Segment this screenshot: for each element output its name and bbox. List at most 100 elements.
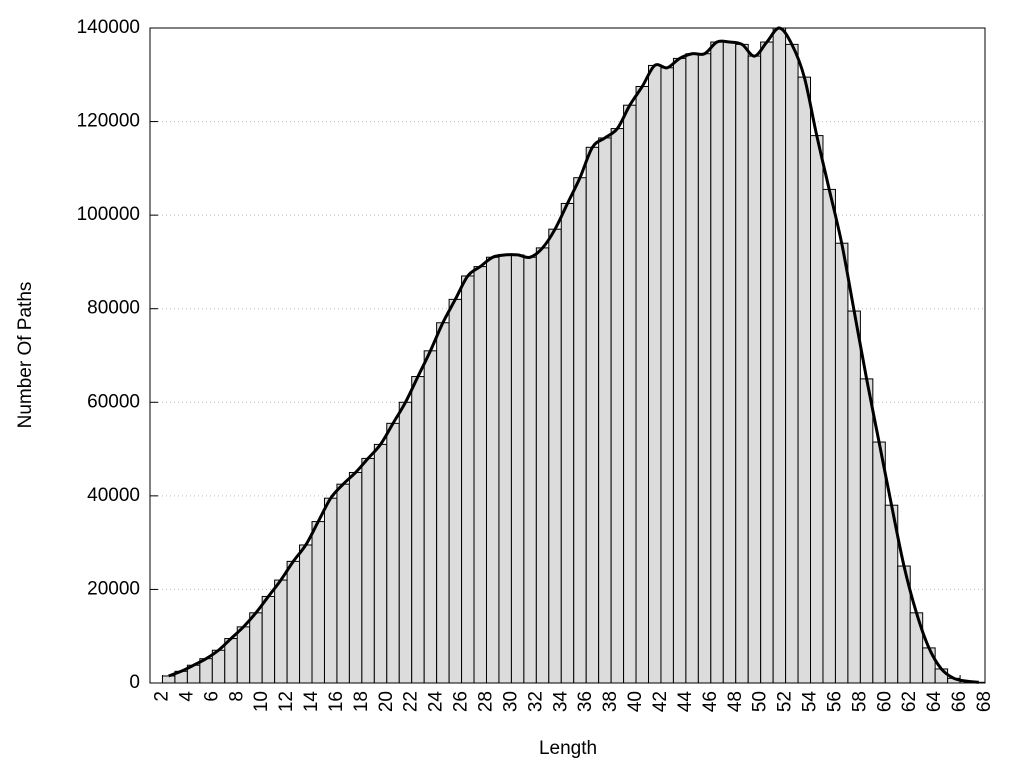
x-tick-label: 14 — [301, 691, 322, 713]
bar — [473, 266, 487, 684]
x-tick-label: 18 — [351, 691, 372, 712]
x-tick-label: 16 — [326, 691, 347, 712]
x-tick-label: 2 — [151, 691, 172, 702]
x-tick-label: 28 — [476, 691, 497, 712]
bar — [548, 228, 562, 684]
bar — [261, 595, 276, 684]
bar — [535, 247, 550, 684]
bar — [648, 64, 662, 684]
bar — [697, 53, 712, 684]
bar — [785, 43, 799, 684]
bar — [573, 177, 587, 684]
x-tick-label: 54 — [800, 691, 821, 713]
x-tick-label: 30 — [500, 691, 521, 712]
x-tick-label: 62 — [899, 691, 920, 712]
bar — [710, 41, 724, 684]
bar — [847, 310, 861, 684]
y-tick-label: 0 — [129, 672, 140, 693]
x-tick-label: 26 — [451, 691, 472, 712]
bar — [386, 422, 400, 684]
bar — [560, 202, 575, 684]
bar — [299, 544, 313, 684]
bar — [922, 647, 936, 684]
bar — [373, 443, 388, 684]
y-tick-label: 140000 — [77, 17, 140, 38]
bar — [797, 76, 812, 684]
bar — [585, 146, 600, 684]
x-tick-label: 24 — [426, 691, 447, 713]
x-tick-label: 68 — [974, 691, 995, 712]
x-tick-label: 8 — [226, 691, 247, 702]
bar — [510, 254, 525, 684]
x-tick-label: 10 — [251, 691, 272, 712]
bar — [249, 612, 263, 684]
bar — [834, 242, 849, 684]
x-tick-label: 4 — [176, 691, 197, 702]
y-tick-label: 100000 — [77, 204, 140, 225]
bar — [822, 188, 836, 684]
x-tick-label: 50 — [750, 691, 771, 712]
x-tick-label: 34 — [550, 691, 571, 713]
x-tick-label: 38 — [600, 691, 621, 712]
bar — [311, 521, 325, 684]
bar — [747, 55, 762, 684]
bar — [672, 57, 687, 684]
bar — [361, 457, 375, 684]
x-tick-label: 32 — [525, 691, 546, 712]
bar — [859, 378, 874, 684]
x-tick-label: 56 — [824, 691, 845, 712]
bar — [685, 53, 699, 684]
x-tick-label: 36 — [575, 691, 596, 712]
plot-frame — [149, 27, 986, 684]
x-tick-label: 58 — [849, 691, 870, 712]
bar — [610, 128, 625, 684]
bar — [722, 41, 737, 684]
bar — [423, 350, 438, 684]
y-tick-label: 120000 — [77, 111, 140, 132]
x-tick-label: 64 — [924, 691, 945, 713]
x-tick-label: 48 — [725, 691, 746, 712]
bar — [448, 298, 463, 684]
x-tick-label: 22 — [401, 691, 422, 712]
bar — [161, 675, 176, 684]
x-tick-label: 40 — [625, 691, 646, 712]
bar — [498, 254, 512, 684]
bar — [485, 256, 500, 684]
bar — [461, 275, 475, 684]
bar — [810, 135, 824, 684]
bar — [735, 43, 749, 684]
bar — [286, 560, 301, 684]
y-tick-label: 40000 — [87, 485, 140, 506]
bar — [398, 401, 413, 684]
bar — [623, 104, 637, 684]
trend-line — [168, 26, 979, 684]
bar — [660, 67, 674, 684]
x-tick-label: 20 — [376, 691, 397, 712]
bar — [523, 256, 537, 684]
bar — [772, 27, 787, 684]
x-tick-label: 42 — [650, 691, 671, 712]
bar — [872, 441, 886, 684]
x-tick-label: 46 — [700, 691, 721, 712]
y-tick-label: 20000 — [87, 578, 140, 599]
y-axis-label: Number Of Paths — [15, 282, 36, 429]
bar — [274, 579, 288, 684]
bar — [348, 471, 363, 684]
x-tick-label: 52 — [775, 691, 796, 712]
x-tick-label: 44 — [675, 691, 696, 713]
bar — [236, 626, 251, 684]
x-tick-label: 66 — [949, 691, 970, 712]
y-tick-label: 60000 — [87, 391, 140, 412]
bar — [336, 483, 350, 684]
bar — [224, 638, 238, 684]
bar — [598, 137, 612, 684]
x-tick-label: 60 — [874, 691, 895, 712]
x-tick-label: 6 — [201, 691, 222, 702]
bar — [635, 85, 650, 684]
bar — [436, 322, 450, 684]
bar — [760, 41, 774, 684]
bar — [323, 497, 338, 684]
x-axis-label: Length — [539, 738, 597, 759]
x-tick-label: 12 — [276, 691, 297, 712]
